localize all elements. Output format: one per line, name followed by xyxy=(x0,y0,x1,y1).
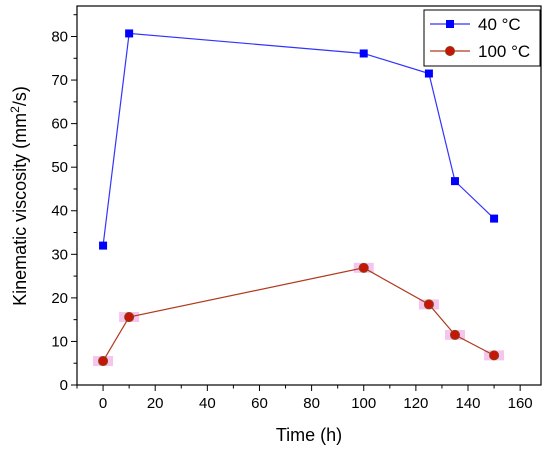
y-axis-title-prefix: Kinematic viscosity (mm xyxy=(10,113,30,306)
y-axis-title-superscript: 2 xyxy=(8,106,22,113)
data-point-circle xyxy=(98,356,109,367)
y-axis-title-suffix: /s) xyxy=(10,86,30,106)
legend: 40 °C 100 °C xyxy=(423,9,541,67)
y-tick-label: 0 xyxy=(60,377,68,394)
x-tick-label: 40 xyxy=(199,395,216,412)
y-axis-title: Kinematic viscosity (mm2/s) xyxy=(8,86,30,306)
data-point-square xyxy=(424,69,433,78)
data-point-square xyxy=(450,177,459,186)
legend-marker-100c xyxy=(444,46,455,57)
x-axis-title: Time (h) xyxy=(276,425,342,445)
y-tick-label: 70 xyxy=(51,72,68,89)
legend-label-40c: 40 °C xyxy=(478,15,521,34)
x-tick-label: 0 xyxy=(99,395,107,412)
y-tick-label: 80 xyxy=(51,28,68,45)
legend-marker-40c xyxy=(446,20,454,28)
data-point-square xyxy=(125,29,134,38)
legend-box xyxy=(423,9,541,67)
x-tick-label: 120 xyxy=(403,395,428,412)
x-tick-label: 100 xyxy=(351,395,376,412)
y-tick-label: 30 xyxy=(51,246,68,263)
y-tick-label: 10 xyxy=(51,333,68,350)
data-point-square xyxy=(359,49,368,58)
data-point-circle xyxy=(124,312,135,323)
data-point-square xyxy=(99,241,108,250)
y-tick-label: 50 xyxy=(51,159,68,176)
x-tick-label: 160 xyxy=(508,395,533,412)
y-tick-label: 40 xyxy=(51,203,68,220)
legend-label-100c: 100 °C xyxy=(478,42,530,61)
data-point-circle xyxy=(489,350,500,361)
y-tick-label: 60 xyxy=(51,116,68,133)
series-line-1 xyxy=(102,267,495,362)
y-tick-label: 20 xyxy=(51,290,68,307)
axis-tick-labels: 0 20 40 60 80 100 120 140 160 0 10 20 30 40 50 60 70 80 xyxy=(51,28,532,412)
plot-area-frame xyxy=(76,5,542,386)
x-tick-label: 20 xyxy=(147,395,164,412)
x-tick-label: 60 xyxy=(251,395,268,412)
series-layer xyxy=(93,29,505,367)
data-point-square xyxy=(490,214,499,223)
data-point-circle xyxy=(358,262,369,273)
x-tick-label: 80 xyxy=(303,395,320,412)
data-point-circle xyxy=(423,299,434,310)
data-point-circle xyxy=(449,329,460,340)
series-line-0 xyxy=(102,32,495,246)
x-tick-label: 140 xyxy=(455,395,480,412)
axis-ticks xyxy=(71,14,521,391)
